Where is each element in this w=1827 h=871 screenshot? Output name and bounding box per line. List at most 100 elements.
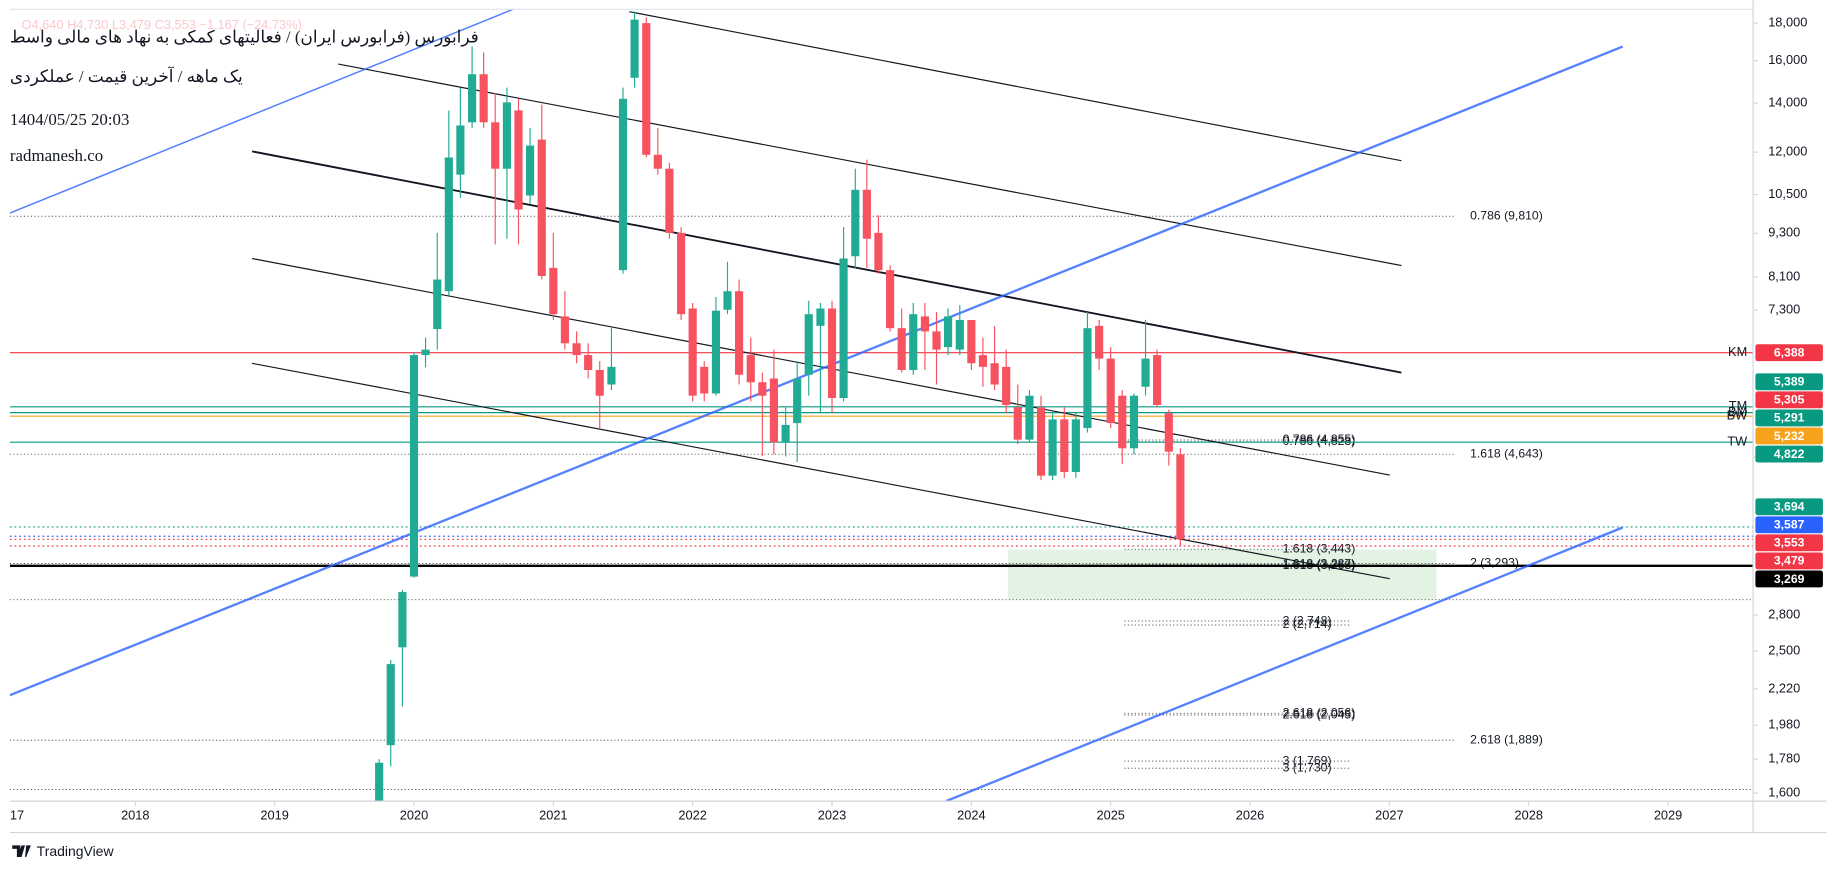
y-tick-label: 2,800 bbox=[1768, 606, 1800, 621]
price-box-label: 5,305 bbox=[1774, 393, 1805, 407]
logo bbox=[12, 845, 31, 858]
y-tick-label: 14,000 bbox=[1768, 94, 1807, 109]
candle-body bbox=[746, 355, 755, 383]
x-tick-label: 2022 bbox=[678, 808, 706, 823]
candle-body bbox=[444, 157, 453, 292]
price-box bbox=[1755, 427, 1823, 445]
candle-body bbox=[1095, 325, 1104, 359]
trend-line bbox=[9, 45, 1624, 697]
candle-body bbox=[572, 343, 581, 356]
price-box-label: 5,389 bbox=[1774, 375, 1805, 389]
y-tick-label: 16,000 bbox=[1768, 52, 1807, 67]
candle-body bbox=[665, 168, 674, 233]
candle-body bbox=[537, 139, 546, 276]
price-box-label: 3,587 bbox=[1774, 518, 1805, 532]
price-box bbox=[1755, 344, 1823, 362]
candle-body bbox=[793, 378, 802, 424]
price-box bbox=[1755, 409, 1823, 427]
candle-body bbox=[1013, 407, 1022, 440]
candle-body bbox=[456, 125, 465, 175]
projection-label: 0.786 (4,828) bbox=[1283, 434, 1356, 448]
candle-body bbox=[1002, 366, 1011, 405]
candle-body bbox=[1036, 407, 1046, 476]
candle-body bbox=[607, 366, 616, 385]
candle-body bbox=[595, 369, 604, 396]
trend-line bbox=[945, 526, 1624, 802]
projection-label: 3 (1,730) bbox=[1283, 760, 1332, 774]
candle-body bbox=[618, 98, 628, 271]
price-box-label: 6,388 bbox=[1774, 346, 1805, 360]
line-tag: BM bbox=[1728, 404, 1747, 419]
x-tick-label: 2023 bbox=[818, 808, 846, 823]
channel-line bbox=[251, 362, 1390, 580]
candle-body bbox=[897, 328, 906, 370]
y-tick-label: 12,000 bbox=[1768, 144, 1807, 159]
website: radmanesh.co bbox=[10, 146, 103, 165]
channel-line bbox=[629, 11, 1402, 162]
candle-body bbox=[653, 154, 662, 169]
candle-body bbox=[1164, 413, 1173, 452]
candle-body bbox=[584, 355, 593, 370]
candle-body bbox=[1060, 419, 1069, 473]
candle-body bbox=[375, 762, 384, 802]
line-tag: TW bbox=[1727, 434, 1748, 449]
candle-body bbox=[479, 74, 488, 123]
axes: 18,000 16,000 14,000 12,000 10,500 9,300 8,100… bbox=[10, 15, 1807, 823]
watermark: TradingView bbox=[37, 843, 115, 859]
candle-body bbox=[1118, 395, 1127, 449]
candle-body bbox=[1083, 328, 1092, 429]
candle-body bbox=[932, 331, 941, 350]
candle-body bbox=[630, 19, 639, 78]
plot-area: 0.786 (9,810) 1.618 (4,643) 2 (3,293) 2.618… bbox=[9, 9, 1754, 802]
price-box-label: 3,269 bbox=[1774, 572, 1805, 586]
fib-label: 0.786 (9,810) bbox=[1470, 208, 1543, 222]
candle-body bbox=[398, 592, 407, 648]
y-tick-label: 1,980 bbox=[1768, 717, 1800, 732]
logo-mark bbox=[12, 845, 31, 858]
candle-body bbox=[1129, 395, 1139, 449]
candle-body bbox=[769, 378, 778, 443]
candle-body bbox=[827, 308, 837, 398]
candle-body bbox=[1106, 358, 1115, 424]
fib-label: 1.618 (4,643) bbox=[1470, 446, 1543, 460]
candle-body bbox=[734, 291, 744, 375]
candle-body bbox=[990, 363, 999, 385]
y-tick-label: 7,300 bbox=[1768, 302, 1800, 317]
candle-body bbox=[862, 189, 871, 239]
candle-body bbox=[1048, 419, 1057, 476]
trend-line bbox=[9, 9, 514, 214]
projection-label: 2.618 (2,056) bbox=[1283, 706, 1356, 720]
ohlc-legend: O4,640 H4,730 L3,479 C3,553 −1,167 (−24.… bbox=[22, 17, 302, 32]
candle-body bbox=[804, 314, 813, 375]
candle-body bbox=[851, 189, 860, 257]
x-tick-label: 2024 bbox=[957, 808, 985, 823]
candle-body bbox=[491, 122, 500, 169]
candle-body bbox=[409, 355, 419, 577]
x-tick-label: 2018 bbox=[121, 808, 149, 823]
channel-line bbox=[251, 150, 1402, 374]
x-tick-label: 2026 bbox=[1236, 808, 1264, 823]
price-box-label: 5,291 bbox=[1774, 411, 1805, 425]
y-tick-label: 18,000 bbox=[1768, 15, 1807, 30]
y-tick-label: 2,500 bbox=[1768, 642, 1800, 657]
price-box-label: 3,479 bbox=[1774, 554, 1805, 568]
channel-line bbox=[338, 63, 1402, 267]
x-tick-label: 2021 bbox=[539, 808, 567, 823]
candle-body bbox=[886, 270, 895, 329]
price-box bbox=[1755, 552, 1823, 570]
x-tick-label: 2027 bbox=[1375, 808, 1403, 823]
line-tag: TM bbox=[1729, 398, 1747, 413]
candle-body bbox=[723, 291, 732, 310]
chart-title: فرابورس (فرابورس ایران) / فعالیتهای کمکی… bbox=[10, 27, 479, 47]
candle-body bbox=[642, 23, 651, 155]
candle-body bbox=[502, 102, 512, 169]
price-box-label: 5,232 bbox=[1774, 429, 1805, 443]
candle-body bbox=[781, 424, 790, 443]
candle-body bbox=[525, 145, 535, 196]
candle-body bbox=[560, 316, 569, 344]
x-tick-label: 2028 bbox=[1514, 808, 1542, 823]
price-box bbox=[1755, 498, 1823, 516]
fib-label: 2 (3,293) bbox=[1470, 556, 1519, 570]
timestamp: 1404/05/25 20:03 bbox=[10, 110, 130, 129]
y-tick-label: 1,780 bbox=[1768, 751, 1800, 766]
